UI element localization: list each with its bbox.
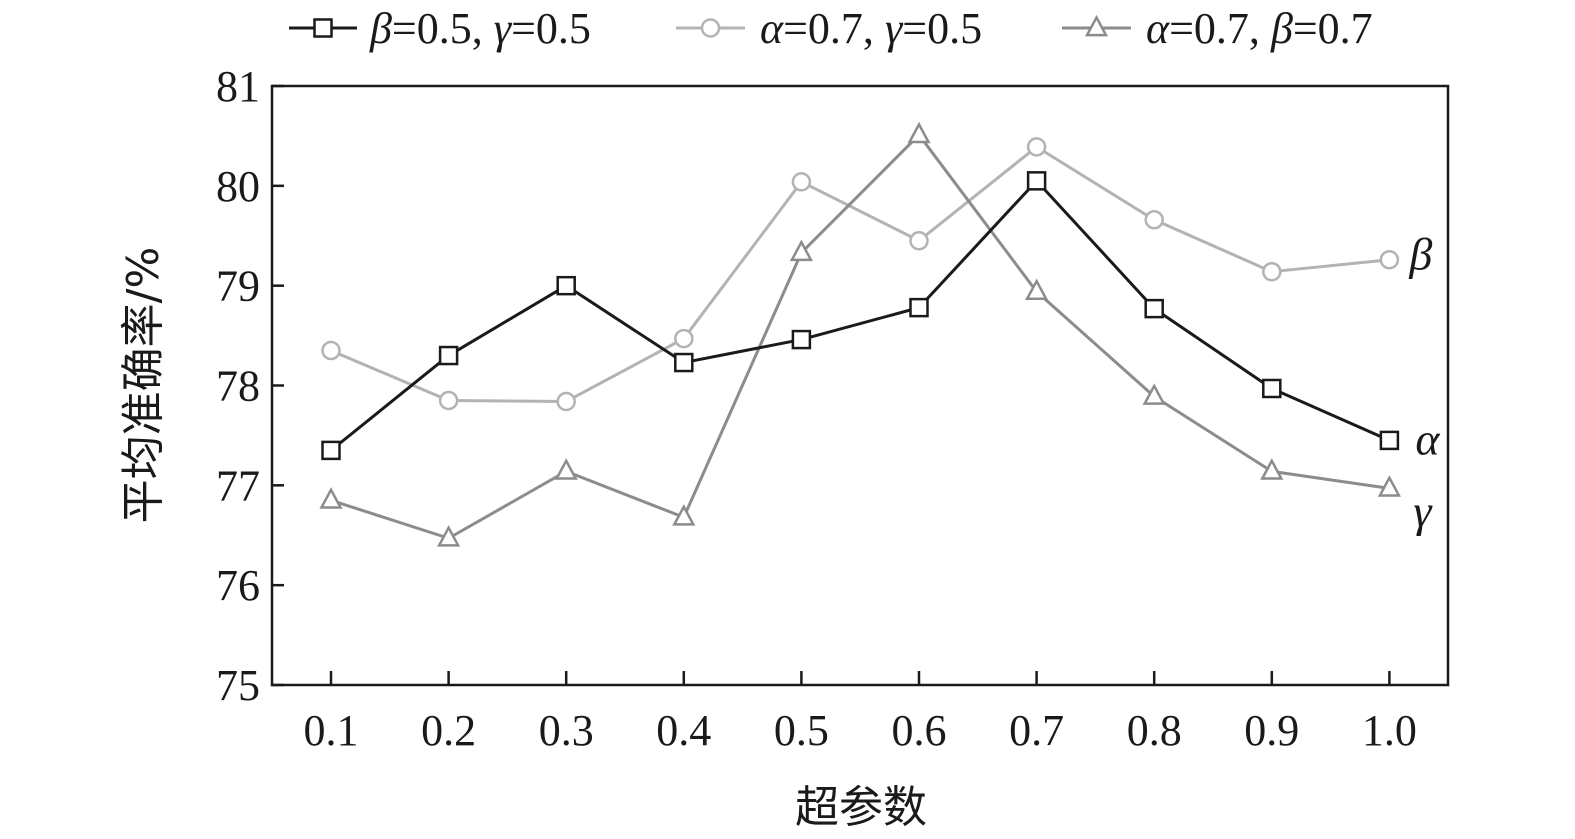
legend-label-part: =0.7 bbox=[1293, 4, 1373, 53]
end-labels: β γα bbox=[1408, 229, 1440, 537]
data-point bbox=[791, 172, 812, 192]
series-end-label: γ bbox=[1413, 485, 1433, 536]
y-axis: 75 76 77 78 79 80 81 bbox=[216, 62, 284, 710]
legend-label-part: β bbox=[369, 4, 392, 53]
series-layer bbox=[319, 121, 1401, 547]
data-point bbox=[438, 390, 459, 411]
series-1 bbox=[321, 171, 1400, 461]
legend-label-part: =0.5 bbox=[511, 4, 591, 53]
x-axis-title: 超参数 bbox=[795, 782, 927, 833]
data-point bbox=[1262, 261, 1282, 282]
series-3 bbox=[319, 121, 1401, 547]
legend-label: α=0.7, γ=0.5 bbox=[760, 4, 982, 53]
data-point bbox=[319, 487, 343, 509]
y-tick-label: 75 bbox=[216, 661, 260, 710]
x-tick-label: 1.0 bbox=[1362, 706, 1417, 755]
legend-item-3: α=0.7, β=0.7 bbox=[1062, 4, 1373, 53]
x-tick-label: 0.6 bbox=[892, 706, 947, 755]
data-point bbox=[1379, 249, 1400, 270]
x-tick-label: 0.3 bbox=[539, 706, 594, 755]
data-point bbox=[791, 329, 812, 350]
legend-label: α=0.7, β=0.7 bbox=[1146, 4, 1373, 53]
legend-label-part: α bbox=[1146, 4, 1170, 53]
data-point bbox=[1144, 210, 1164, 230]
y-tick-label: 77 bbox=[216, 461, 260, 510]
data-point bbox=[1026, 171, 1047, 191]
data-point bbox=[674, 352, 694, 373]
data-point bbox=[1026, 137, 1047, 157]
data-point bbox=[438, 345, 459, 366]
legend-marker bbox=[313, 18, 333, 38]
data-point bbox=[321, 340, 341, 361]
data-point bbox=[1142, 383, 1166, 405]
y-tick-label: 80 bbox=[216, 162, 260, 211]
legend-marker bbox=[1084, 14, 1109, 37]
x-tick-label: 0.7 bbox=[1009, 706, 1064, 755]
x-tick-label: 0.1 bbox=[304, 706, 359, 755]
x-axis: 0.1 0.2 0.3 0.4 0.5 0.6 0.7 0.8 0.9 1.0 bbox=[304, 671, 1417, 755]
data-point bbox=[321, 440, 341, 461]
x-tick-label: 0.5 bbox=[774, 706, 829, 755]
data-point bbox=[1144, 298, 1164, 319]
legend-label-part: α bbox=[760, 4, 784, 53]
x-tick-label: 0.9 bbox=[1244, 706, 1299, 755]
data-point bbox=[672, 504, 696, 526]
y-axis-title: 平均准确率/% bbox=[118, 247, 169, 524]
series-end-label: β bbox=[1408, 229, 1432, 280]
series-line bbox=[330, 145, 1390, 403]
legend-label-part: β bbox=[1270, 4, 1293, 53]
x-tick-label: 0.2 bbox=[421, 706, 476, 755]
y-tick-label: 79 bbox=[216, 262, 260, 311]
y-tick-label: 81 bbox=[216, 62, 260, 111]
legend-label-part: =0.5 bbox=[902, 4, 982, 53]
y-tick-label: 78 bbox=[216, 362, 260, 411]
legend-marker bbox=[700, 18, 721, 38]
legend-item-1: β=0.5, γ=0.5 bbox=[289, 4, 591, 53]
data-point bbox=[789, 239, 813, 262]
legend-label: β=0.5, γ=0.5 bbox=[369, 4, 591, 53]
series-2 bbox=[321, 137, 1400, 412]
legend-label-part: =0.5, bbox=[392, 4, 494, 53]
x-tick-label: 0.8 bbox=[1127, 706, 1182, 755]
data-point bbox=[1025, 278, 1049, 301]
x-tick-label: 0.4 bbox=[656, 706, 711, 755]
series-end-label: α bbox=[1415, 413, 1440, 464]
series-line bbox=[330, 133, 1390, 540]
legend-label-part: =0.7, bbox=[1169, 4, 1271, 53]
data-point bbox=[554, 458, 578, 480]
data-point bbox=[556, 275, 576, 296]
legend-label-part: =0.7, bbox=[783, 4, 885, 53]
data-point bbox=[1262, 378, 1282, 399]
legend: β=0.5, γ=0.5 α=0.7, γ=0.5 α=0.7, β=0.7 bbox=[289, 4, 1373, 53]
legend-label-part: γ bbox=[885, 4, 904, 53]
y-tick-label: 76 bbox=[216, 561, 260, 610]
data-point bbox=[1377, 475, 1401, 497]
data-point bbox=[1260, 458, 1284, 480]
data-point bbox=[1379, 430, 1400, 451]
data-point bbox=[909, 230, 929, 251]
legend-label-part: γ bbox=[494, 4, 513, 53]
data-point bbox=[556, 391, 576, 412]
series-line bbox=[330, 179, 1391, 452]
data-point bbox=[909, 297, 929, 318]
data-point bbox=[437, 525, 461, 547]
legend-item-2: α=0.7, γ=0.5 bbox=[676, 4, 982, 53]
data-point bbox=[907, 121, 931, 144]
data-point bbox=[674, 328, 694, 349]
